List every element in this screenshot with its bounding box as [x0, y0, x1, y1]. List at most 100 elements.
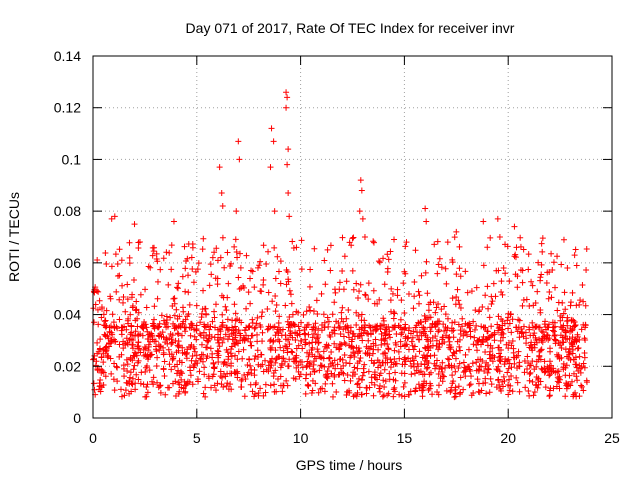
data-point: [473, 341, 480, 348]
data-point: [450, 334, 457, 341]
data-point: [391, 236, 398, 243]
data-point: [150, 374, 157, 381]
data-point: [149, 244, 156, 251]
data-point: [126, 254, 133, 261]
data-point: [220, 384, 227, 391]
data-point: [151, 316, 158, 323]
data-point: [416, 329, 423, 336]
data-point: [509, 338, 516, 345]
data-point: [168, 242, 175, 249]
data-point: [484, 369, 491, 376]
data-point: [136, 238, 143, 245]
data-point-peak: [422, 205, 429, 212]
data-point: [340, 286, 347, 293]
data-point: [95, 288, 102, 295]
data-point: [102, 250, 109, 257]
data-point: [142, 393, 149, 400]
data-point: [122, 387, 129, 394]
data-point: [360, 365, 367, 372]
data-point: [339, 304, 346, 311]
data-point: [389, 290, 396, 297]
data-point: [225, 356, 232, 363]
data-point: [357, 281, 364, 288]
data-point: [449, 259, 456, 266]
data-point: [555, 340, 562, 347]
data-point-peak: [357, 177, 364, 184]
data-point: [405, 391, 412, 398]
data-point: [524, 353, 531, 360]
data-point: [135, 331, 142, 338]
data-point: [200, 390, 207, 397]
data-point-peak: [286, 213, 293, 220]
data-point: [460, 386, 467, 393]
data-point: [362, 292, 369, 299]
data-point: [343, 359, 350, 366]
data-point: [277, 344, 284, 351]
data-point: [267, 382, 274, 389]
data-point: [560, 339, 567, 346]
data-point: [461, 328, 468, 335]
data-point: [255, 390, 262, 397]
data-point: [390, 393, 397, 400]
data-point: [220, 370, 227, 377]
data-point: [320, 348, 327, 355]
data-point: [116, 246, 123, 253]
data-point: [257, 385, 264, 392]
data-point-peak: [131, 221, 138, 228]
data-point: [407, 358, 414, 365]
data-point: [322, 281, 329, 288]
data-point: [408, 371, 415, 378]
data-point: [342, 323, 349, 330]
data-point: [200, 329, 207, 336]
data-point: [544, 363, 551, 370]
data-point: [135, 376, 142, 383]
data-point: [200, 235, 207, 242]
data-point: [560, 310, 567, 317]
data-point: [123, 379, 130, 386]
plot-frame: [92, 55, 613, 419]
data-point: [438, 306, 445, 313]
data-point: [293, 308, 300, 315]
data-point: [331, 373, 338, 380]
data-point: [232, 317, 239, 324]
data-point: [149, 332, 156, 339]
data-point: [351, 350, 358, 357]
data-point: [183, 258, 190, 265]
data-point: [362, 322, 369, 329]
data-point: [355, 375, 362, 382]
data-point: [266, 359, 273, 366]
data-point: [370, 340, 377, 347]
data-point: [562, 306, 569, 313]
data-point: [484, 244, 491, 251]
data-point: [165, 281, 172, 288]
data-point: [480, 333, 487, 340]
data-point: [381, 340, 388, 347]
data-point: [220, 360, 227, 367]
data-point: [505, 356, 512, 363]
data-point: [425, 347, 432, 354]
data-point: [456, 243, 463, 250]
data-point: [224, 336, 231, 343]
data-point: [271, 244, 278, 251]
data-point: [480, 262, 487, 269]
data-point: [449, 319, 456, 326]
data-point: [419, 324, 426, 331]
data-point: [265, 289, 272, 296]
data-point: [211, 314, 218, 321]
data-point: [346, 239, 353, 246]
data-point: [286, 314, 293, 321]
data-point: [439, 369, 446, 376]
data-point: [509, 316, 516, 323]
data-point: [529, 378, 536, 385]
data-point: [182, 265, 189, 272]
data-point: [307, 307, 314, 314]
data-point: [212, 275, 219, 282]
data-point: [569, 289, 576, 296]
data-point: [171, 312, 178, 319]
data-point: [350, 393, 357, 400]
data-point: [573, 302, 580, 309]
data-point: [219, 234, 226, 241]
data-point: [171, 295, 178, 302]
data-point: [575, 344, 582, 351]
data-point: [410, 328, 417, 335]
